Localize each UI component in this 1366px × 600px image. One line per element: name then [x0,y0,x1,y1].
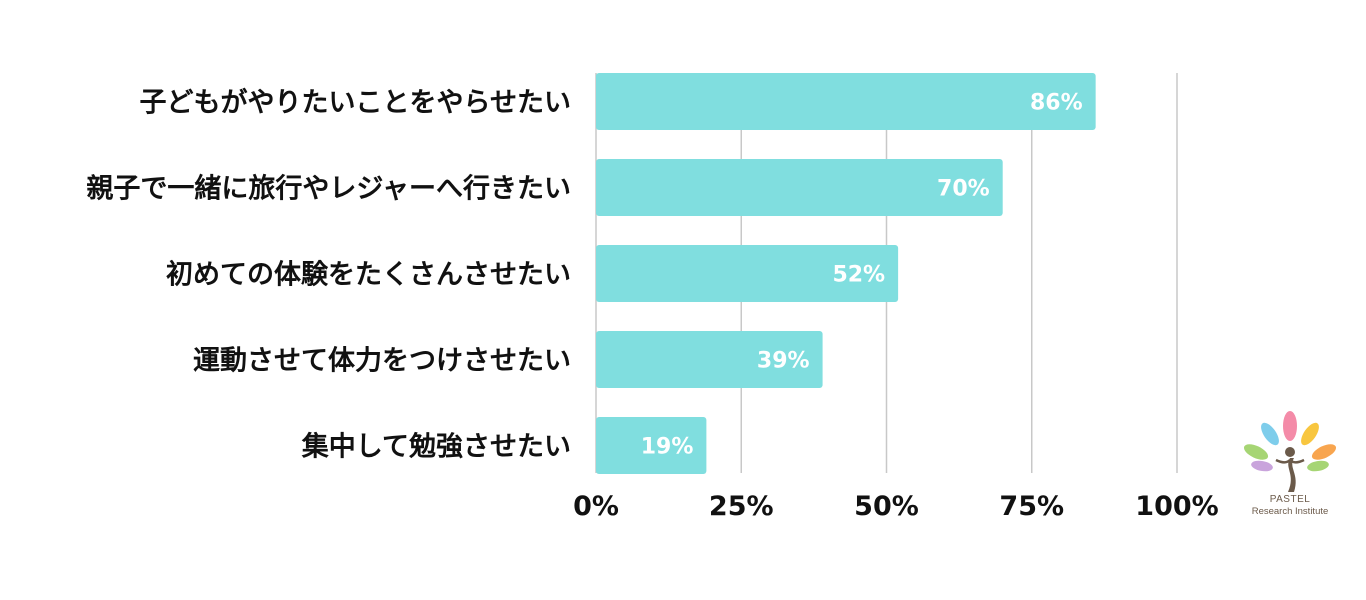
data-label-4: 19% [641,435,694,460]
x-tick-label-1: 25% [709,491,774,522]
bar-3 [596,331,823,388]
logo-subtitle: Research Institute [1251,506,1329,517]
category-label-2: 初めての体験をたくさんさせたい [166,260,571,291]
bar-4 [596,417,707,474]
bar-0 [596,73,1096,130]
category-label-3: 運動させて体力をつけさせたい [193,346,571,377]
bar-1 [596,159,1003,216]
data-label-2: 52% [832,263,885,288]
x-tick-label-0: 0% [573,491,619,522]
category-label-1: 親子で一緒に旅行やレジャーへ行きたい [86,173,571,205]
data-label-1: 70% [937,177,990,202]
x-tick-label-2: 50% [854,491,919,522]
bar-2 [596,245,899,302]
logo-title: PASTEL [1269,494,1311,505]
pastel-research-logo: PASTEL Research Institute [1240,408,1340,528]
category-label-4: 集中して勉強させたい [301,431,571,463]
x-tick-label-3: 75% [999,491,1064,522]
data-label-3: 39% [757,349,810,374]
logo-tree-icon [1243,411,1337,492]
category-label-0: 子どもがやりたいことをやらせたい [140,87,571,119]
data-label-0: 86% [1030,91,1083,116]
x-tick-label-4: 100% [1135,491,1218,522]
